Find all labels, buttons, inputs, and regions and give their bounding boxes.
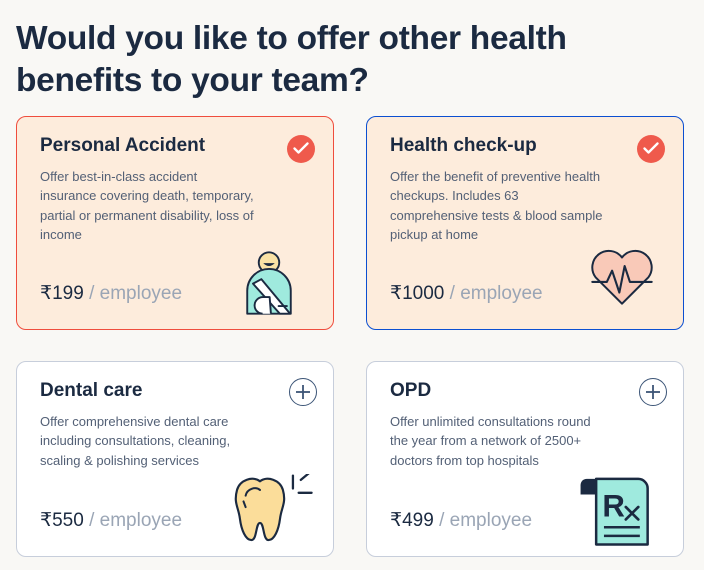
svg-text:R: R [602, 488, 625, 523]
